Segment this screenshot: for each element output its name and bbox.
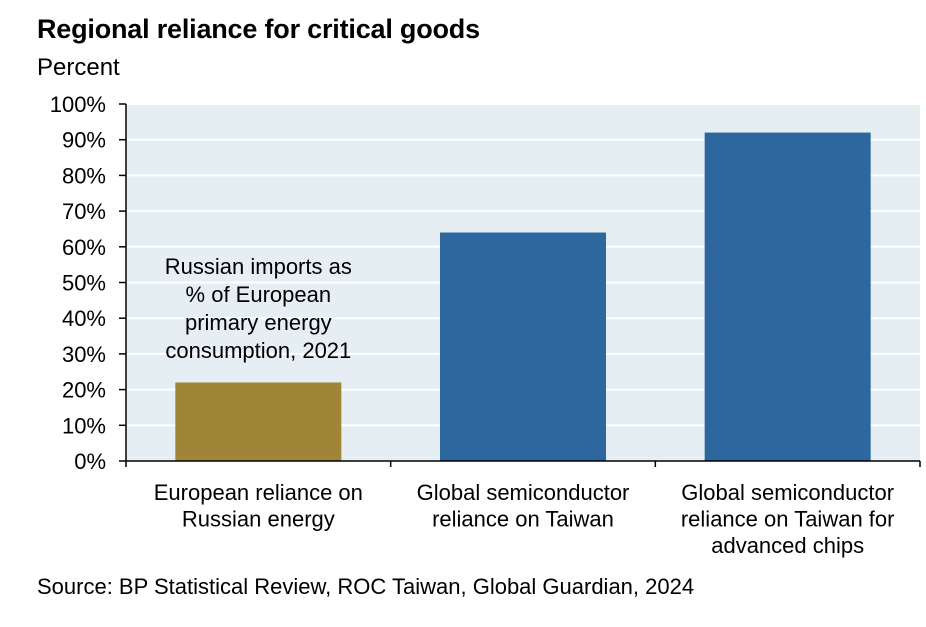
- y-tick-label: 50%: [62, 271, 106, 296]
- bar: [175, 382, 342, 461]
- chart-source: Source: BP Statistical Review, ROC Taiwa…: [37, 574, 695, 599]
- bar: [440, 232, 606, 461]
- bar-annotation: Russian imports as% of European primary e…: [165, 254, 352, 363]
- y-tick-label: 100%: [50, 92, 106, 117]
- y-tick-label: 70%: [62, 199, 106, 224]
- y-tick-label: 30%: [62, 342, 106, 367]
- x-tick-label: Global semiconductor reliance on Taiwan: [417, 480, 630, 532]
- y-tick-label: 40%: [62, 306, 106, 331]
- bar: [704, 132, 871, 461]
- y-tick-label: 20%: [62, 378, 106, 403]
- chart-subtitle: Percent: [37, 54, 120, 81]
- chart-title: Regional reliance for critical goods: [37, 14, 480, 44]
- y-tick-label: 60%: [62, 235, 106, 260]
- y-tick-label: 80%: [62, 163, 106, 188]
- x-tick-label: Global semiconductor reliance on Taiwan f…: [681, 480, 895, 558]
- y-tick-label: 10%: [62, 413, 106, 438]
- y-tick-label: 90%: [62, 128, 106, 153]
- x-tick-label: European reliance on Russian energy: [154, 480, 363, 532]
- y-tick-label: 0%: [74, 449, 106, 474]
